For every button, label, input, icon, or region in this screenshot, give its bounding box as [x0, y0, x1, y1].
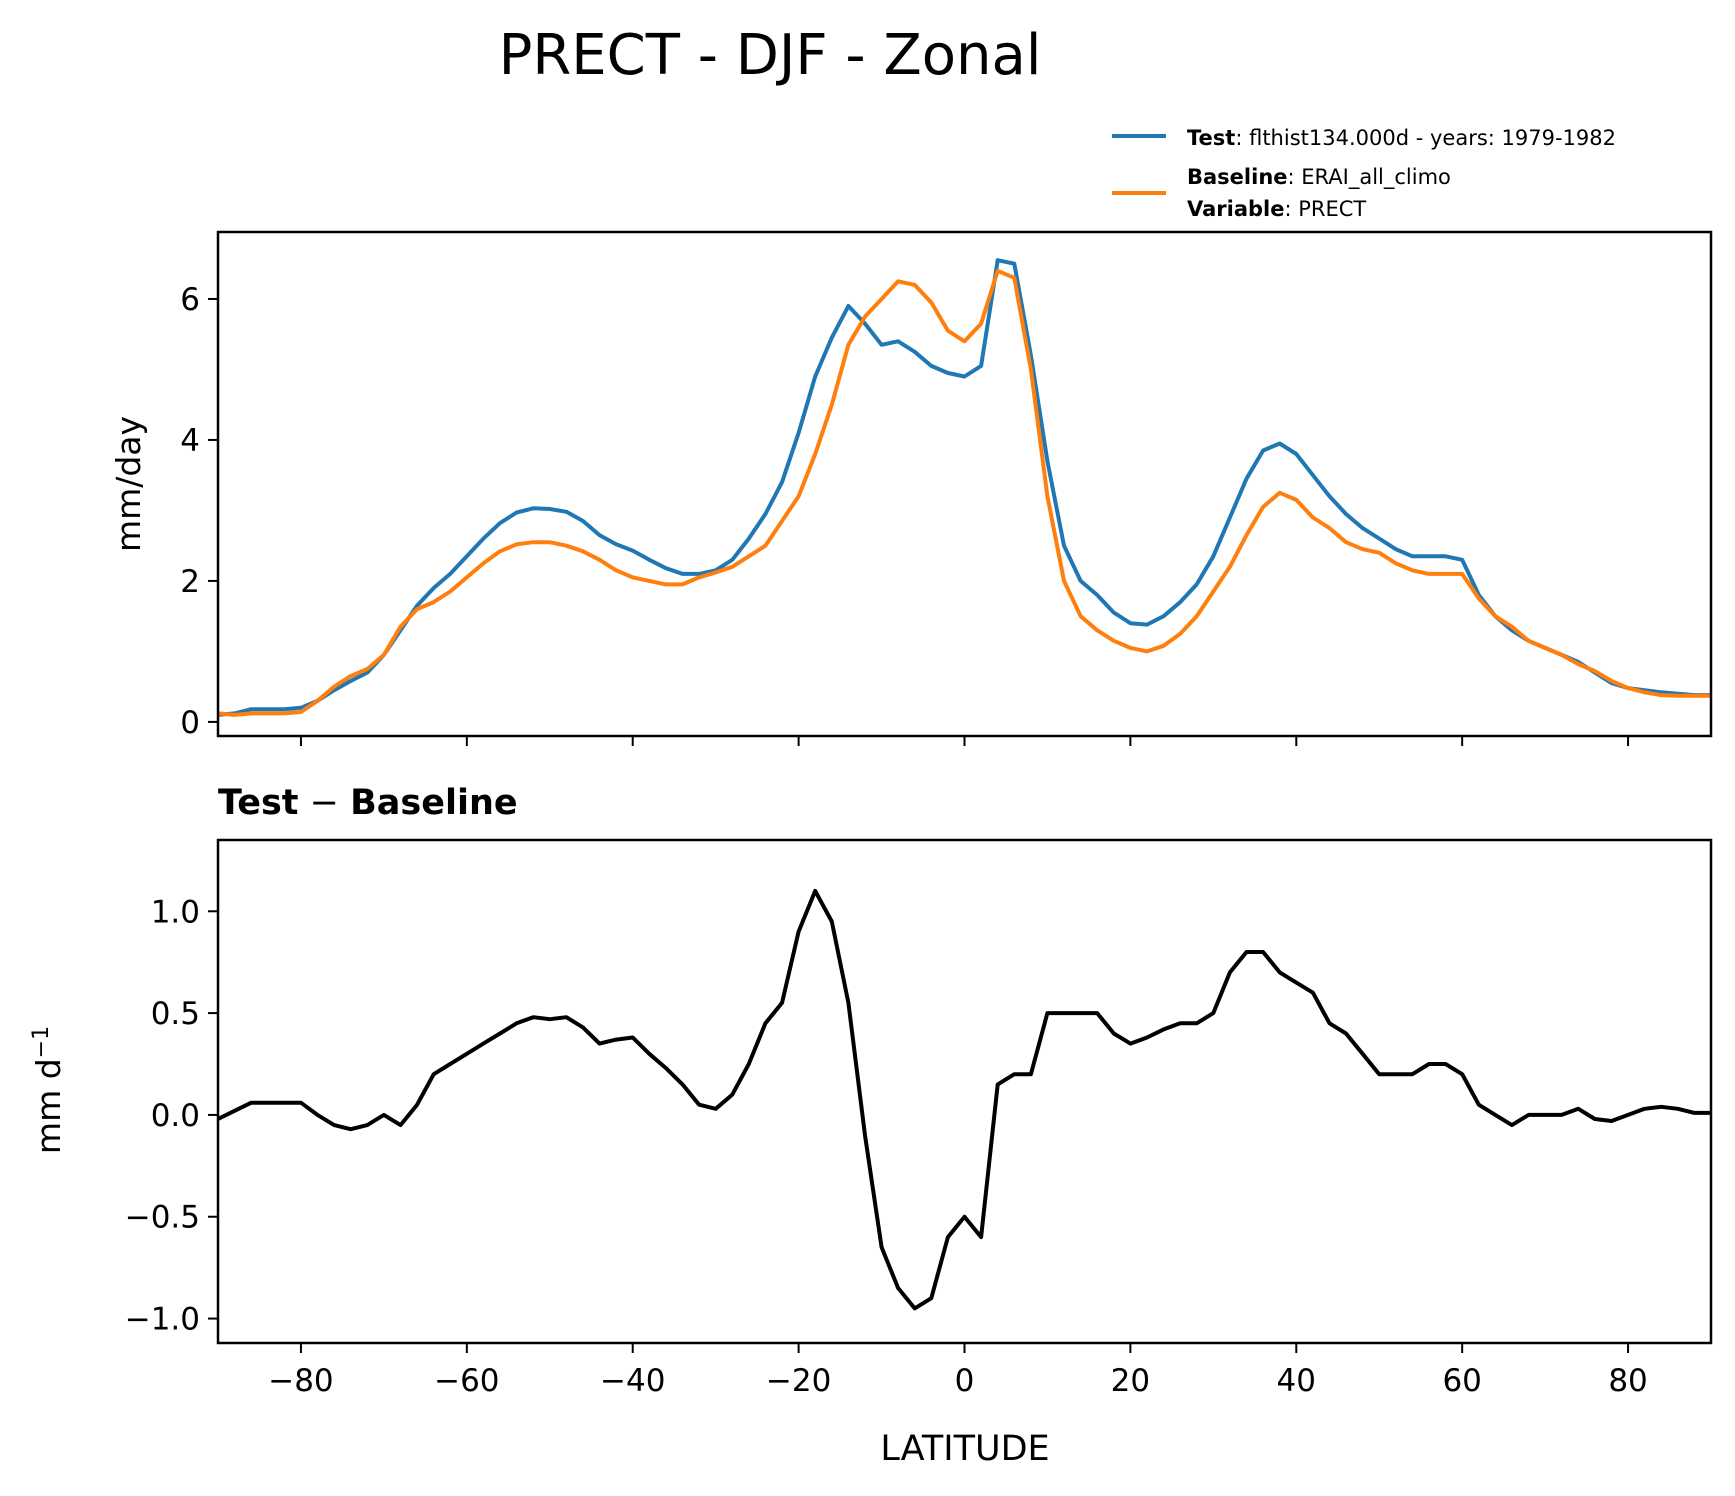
top-series-lines	[217, 258, 1711, 717]
bottom-ylabel-text: mm d	[29, 1058, 68, 1154]
bottom-y-tick-label: 0.0	[151, 1098, 200, 1134]
legend-label-test: Test: flthist134.000d - years: 1979-1982	[1187, 126, 1616, 150]
top-y-axis-label: mm/day	[109, 416, 148, 552]
legend-test-key: Test	[1187, 126, 1235, 150]
bottom-y-ticks: −1.0 −0.5 0.0 0.5 1.0	[125, 894, 218, 1338]
bottom-axes-frame	[216, 838, 1713, 1345]
top-y-tick-label: 2	[180, 564, 200, 600]
bottom-title-op: −	[299, 783, 351, 823]
top-series-line-test	[217, 258, 1711, 717]
bottom-x-tick-label: −40	[600, 1363, 665, 1399]
top-y-tick-label: 6	[180, 282, 200, 318]
bottom-y-tick-label: 1.0	[151, 894, 200, 930]
legend-test-value: flthist134.000d - years: 1979-1982	[1249, 126, 1616, 150]
legend-baseline-value: ERAI_all_climo	[1301, 165, 1451, 190]
top-series-line-baseline	[217, 268, 1711, 717]
legend: Test: flthist134.000d - years: 1979-1982…	[1112, 126, 1616, 221]
bottom-panel-title: Test − Baseline	[218, 783, 518, 823]
top-y-ticks: 0 2 4 6	[180, 282, 218, 741]
bottom-series-line-difference	[217, 888, 1711, 1311]
legend-label-baseline: Baseline: ERAI_all_climo	[1187, 165, 1451, 190]
bottom-y-axis-label: mm d−1	[29, 1026, 68, 1154]
legend-variable-value: PRECT	[1298, 197, 1366, 221]
bottom-x-axis-label: LATITUDE	[880, 1429, 1049, 1469]
bottom-x-tick-label: −20	[766, 1363, 831, 1399]
bottom-y-tick-label: −1.0	[125, 1302, 200, 1338]
legend-label-variable: Variable: PRECT	[1187, 197, 1366, 221]
bottom-x-ticks: −80 −60 −40 −20 0 20 40 60 80	[268, 1343, 1648, 1399]
bottom-y-tick-label: 0.5	[151, 996, 200, 1032]
top-x-ticks	[299, 736, 1630, 746]
top-y-tick-label: 4	[180, 423, 200, 459]
bottom-y-tick-label: −0.5	[125, 1200, 200, 1236]
legend-baseline-key: Baseline	[1187, 165, 1288, 189]
legend-variable-sep: :	[1284, 197, 1298, 221]
bottom-x-tick-label: 0	[955, 1363, 975, 1399]
bottom-panel: Test − Baseline −1.0−0.50.00.51.0 −80 −60…	[29, 783, 1713, 1469]
legend-variable-key: Variable	[1187, 197, 1284, 221]
bottom-x-tick-label: −60	[434, 1363, 499, 1399]
bottom-title-right: Baseline	[350, 783, 518, 823]
bottom-x-tick-label: −80	[268, 1363, 333, 1399]
bottom-x-tick-label: 60	[1442, 1363, 1481, 1399]
legend-test-sep: :	[1235, 126, 1249, 150]
bottom-x-tick-label: 20	[1111, 1363, 1150, 1399]
bottom-ylabel-sup: −1	[29, 1026, 54, 1058]
top-y-tick-label: 0	[180, 705, 200, 741]
bottom-title-left: Test	[218, 783, 299, 823]
top-axes-frame	[216, 230, 1713, 738]
bottom-x-tick-label: 40	[1277, 1363, 1316, 1399]
legend-baseline-sep: :	[1288, 165, 1302, 189]
figure-title: PRECT - DJF - Zonal	[499, 23, 1042, 88]
bottom-x-tick-label: 80	[1608, 1363, 1647, 1399]
bottom-series-lines	[217, 888, 1711, 1311]
top-panel: 0 2 4 6 mm/day	[109, 230, 1713, 746]
